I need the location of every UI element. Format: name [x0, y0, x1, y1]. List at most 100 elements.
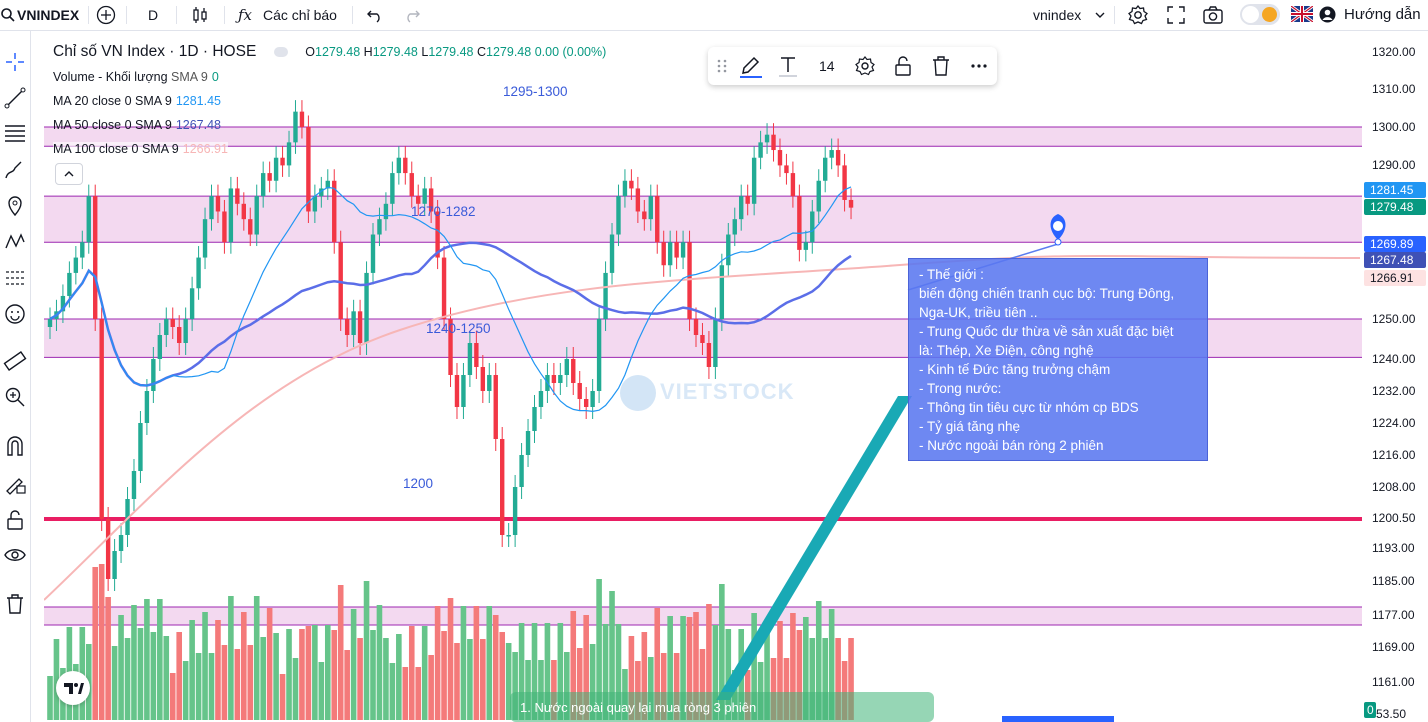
volume-bar	[169, 673, 176, 720]
legend-ma100[interactable]: MA 100 close 0 SMA 9 1266.91	[53, 142, 228, 156]
candle-body	[260, 173, 266, 197]
crosshair-icon[interactable]	[3, 50, 27, 74]
brush-icon[interactable]	[3, 158, 27, 182]
volume-bar	[641, 632, 648, 720]
candle-body	[403, 157, 408, 174]
fib-icon[interactable]	[3, 121, 27, 145]
trendline-icon[interactable]	[3, 86, 27, 110]
volume-bar	[273, 633, 279, 720]
delete-icon[interactable]	[929, 54, 953, 78]
candle-body	[286, 142, 292, 166]
candle-body	[790, 173, 796, 197]
volume-bar	[777, 621, 783, 720]
volume-bar	[790, 613, 796, 720]
volume-bar	[538, 660, 544, 720]
candle-body	[571, 359, 576, 383]
chart-title[interactable]: Chỉ số VN Index · 1D · HOSE	[53, 43, 257, 60]
more-icon[interactable]	[967, 54, 991, 78]
add-compare-icon[interactable]	[96, 5, 116, 25]
pencil-icon[interactable]	[738, 54, 762, 78]
volume-bar	[693, 612, 699, 720]
candle-body	[467, 343, 473, 375]
text-color-icon[interactable]	[776, 54, 800, 78]
candle-body	[170, 319, 175, 327]
trash-icon[interactable]	[3, 592, 27, 616]
candle-body	[441, 257, 447, 319]
volume-bar	[241, 612, 247, 720]
volume-bar	[492, 615, 499, 720]
fullscreen-icon[interactable]	[1166, 5, 1186, 25]
candle-body	[751, 157, 757, 204]
unlock-icon[interactable]	[891, 54, 915, 78]
gear-icon[interactable]	[1127, 4, 1149, 26]
fx-icon[interactable]: ƒx	[238, 6, 253, 24]
settings-icon[interactable]	[853, 54, 877, 78]
candle-style-icon[interactable]	[190, 5, 210, 25]
lock-icon[interactable]	[3, 508, 27, 532]
candle-body	[680, 242, 686, 258]
candle-body	[222, 211, 227, 243]
indicators-button[interactable]: Các chỉ báo	[263, 7, 337, 23]
candle-body	[306, 127, 311, 212]
candle-body	[428, 188, 434, 212]
note-line: Nga-UK, triều tiên ..	[919, 305, 1038, 320]
collapse-icon[interactable]	[273, 46, 288, 57]
candle-body	[416, 196, 421, 204]
undo-icon[interactable]	[366, 7, 384, 23]
font-size-select[interactable]: 14	[819, 58, 835, 74]
price-axis[interactable]: 1320.00 1310.00 1300.00 1290.00 1250.00 1240.…	[1362, 31, 1428, 722]
callout-note[interactable]: - Thế giới : biến động chiến tranh cục bộ…	[908, 258, 1208, 461]
candle-body	[454, 375, 460, 407]
candle-body	[506, 535, 511, 537]
volume-bar	[292, 658, 299, 720]
candle-body	[338, 242, 343, 319]
magnet-icon[interactable]	[3, 434, 27, 458]
volume-bar	[111, 646, 118, 720]
zoom-in-icon[interactable]	[3, 385, 27, 409]
price-tick-label: 1320.00	[1372, 45, 1416, 59]
camera-icon[interactable]	[1202, 5, 1224, 25]
candle-body	[202, 219, 208, 258]
emoji-icon[interactable]	[3, 302, 27, 326]
search-icon[interactable]	[0, 7, 16, 23]
eye-icon[interactable]	[3, 543, 27, 567]
candle-body	[655, 196, 660, 243]
pin-icon[interactable]	[3, 194, 27, 218]
candle-body	[189, 288, 195, 319]
volume-bar	[402, 667, 409, 720]
candle-body	[332, 180, 337, 243]
bottom-callout-note[interactable]: 1. Nước ngoài quay lại mua ròng 3 phiên	[510, 692, 934, 722]
volume-bar	[770, 658, 777, 720]
volume-bar	[182, 661, 189, 720]
symbol-select[interactable]: vnindex	[1033, 7, 1082, 23]
ma100-label: MA 100 close 0 SMA 9	[53, 142, 179, 156]
drag-handle-icon[interactable]	[710, 54, 734, 78]
legend-ma50[interactable]: MA 50 close 0 SMA 9 1267.48	[53, 118, 221, 132]
chevron-down-icon[interactable]	[1095, 10, 1105, 20]
legend-ma20[interactable]: MA 20 close 0 SMA 9 1281.45	[53, 94, 221, 108]
tradingview-logo[interactable]	[56, 671, 90, 705]
candle-body	[771, 134, 776, 151]
interval-button[interactable]: D	[148, 7, 159, 23]
volume-bar	[783, 658, 790, 720]
lock-drawing-icon[interactable]	[3, 471, 27, 495]
ma20-line	[49, 186, 852, 413]
note-line: - Kinh tế Đức tăng trưởng chậm	[919, 362, 1111, 377]
forecast-icon[interactable]	[3, 266, 27, 290]
candle-body	[183, 319, 188, 343]
price-chart[interactable]	[44, 38, 1362, 722]
candle-body	[67, 272, 72, 296]
pattern-icon[interactable]	[3, 230, 27, 254]
collapse-legend-button[interactable]	[55, 163, 83, 185]
uk-flag-icon[interactable]	[1291, 6, 1313, 22]
help-link[interactable]: Hướng dẫn	[1344, 6, 1421, 23]
ruler-icon[interactable]	[3, 349, 27, 373]
volume-bar	[473, 606, 480, 720]
user-icon[interactable]	[1319, 6, 1336, 23]
candle-body	[803, 242, 809, 250]
volume-bar	[815, 601, 822, 720]
redo-icon[interactable]	[403, 7, 421, 23]
price-tick-label: 1290.00	[1372, 158, 1416, 172]
symbol-name[interactable]: VNINDEX	[17, 7, 80, 23]
